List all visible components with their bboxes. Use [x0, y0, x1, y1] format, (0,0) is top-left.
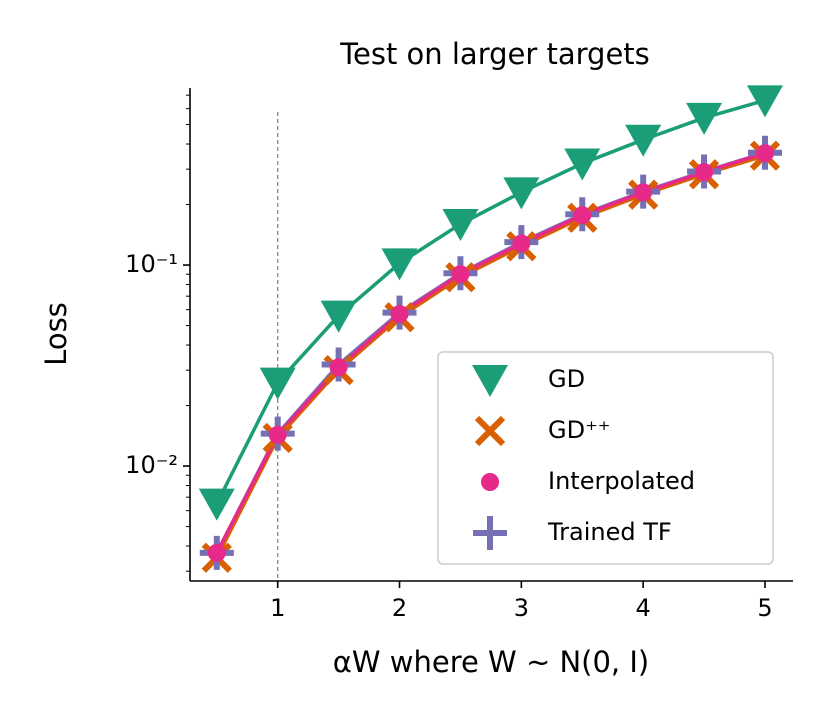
legend-label: GD: [548, 365, 585, 393]
y-tick-label: 10⁻²: [125, 451, 178, 479]
legend-marker: [481, 473, 499, 491]
data-point: [451, 265, 470, 284]
legend-marker: [472, 365, 508, 397]
data-point: [746, 85, 783, 118]
series-line: [215, 151, 766, 554]
x-tick-label: 4: [636, 594, 651, 622]
data-point: [695, 163, 714, 182]
data-point: [503, 177, 540, 210]
data-point: [198, 488, 235, 521]
data-point: [207, 543, 226, 562]
data-point: [512, 234, 531, 253]
y-axis-label: Loss: [39, 302, 73, 366]
series-line: [215, 98, 766, 505]
y-tick-label: 10⁻¹: [125, 250, 178, 278]
data-point: [686, 102, 723, 135]
x-tick-label: 5: [757, 594, 772, 622]
x-tick-label: 2: [392, 594, 407, 622]
legend: GD GD⁺⁺ Interpolated Trained TF: [437, 351, 774, 565]
data-point: [329, 358, 348, 377]
legend-box: [437, 351, 774, 565]
chart-title: Test on larger targets: [339, 37, 650, 71]
data-point: [259, 367, 296, 400]
data-point: [442, 209, 479, 242]
data-point: [381, 248, 418, 281]
legend-label: Trained TF: [547, 518, 672, 546]
legend-marker: [473, 516, 507, 550]
x-axis-label: αW where W ∼ N(0, I): [333, 645, 649, 679]
data-point: [755, 144, 774, 163]
legend-label: Interpolated: [548, 467, 695, 495]
data-point: [320, 300, 357, 333]
x-tick-label: 1: [270, 594, 285, 622]
legend-marker: [474, 415, 506, 447]
data-point: [268, 425, 287, 444]
series-line: [215, 154, 766, 559]
legend-label: GD⁺⁺: [548, 416, 610, 444]
data-point: [564, 148, 601, 181]
x-tick-label: 3: [514, 594, 529, 622]
data-point: [390, 305, 409, 324]
data-point: [573, 206, 592, 225]
data-point: [634, 183, 653, 202]
data-point: [625, 124, 662, 157]
